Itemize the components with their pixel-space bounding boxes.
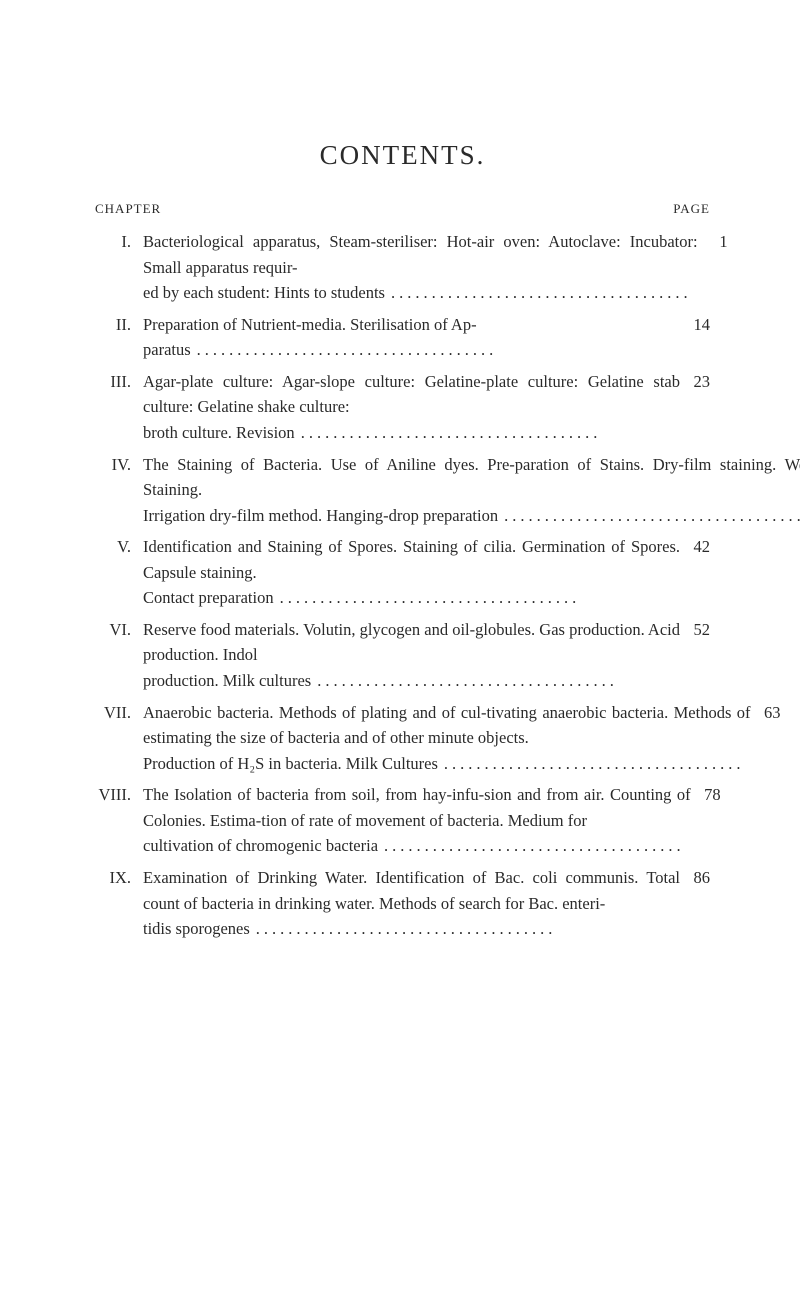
chapter-numeral: VII. <box>95 700 143 726</box>
chapter-numeral: V. <box>95 534 143 560</box>
page-number: 78 <box>691 782 721 808</box>
page-header-label: PAGE <box>673 201 710 217</box>
entry-content: The Staining of Bacteria. Use of Aniline… <box>143 452 800 529</box>
entry-text: Preparation of Nutrient-media. Sterilisa… <box>143 312 680 338</box>
page-number: 14 <box>680 312 710 338</box>
page-number: 23 <box>680 369 710 395</box>
leader-dots <box>311 668 680 694</box>
page-number: 1 <box>698 229 728 255</box>
chapter-numeral: II. <box>95 312 143 338</box>
entry-content: Identification and Staining of Spores. S… <box>143 534 680 611</box>
toc-entry: VI. Reserve food materials. Volutin, gly… <box>95 617 710 694</box>
toc-entry: VII. Anaerobic bacteria. Methods of plat… <box>95 700 710 777</box>
entry-last-line: tidis sporogenes <box>143 916 250 942</box>
leader-dots <box>274 585 680 611</box>
toc-entry: I. Bacteriological apparatus, Steam-ster… <box>95 229 710 306</box>
page-number: 63 <box>751 700 781 726</box>
entry-last-line: ed by each student: Hints to students <box>143 280 385 306</box>
toc-entry: IX. Examination of Drinking Water. Ident… <box>95 865 710 942</box>
entry-text: Identification and Staining of Spores. S… <box>143 534 680 585</box>
leader-dots <box>498 503 800 529</box>
chapter-header-label: CHAPTER <box>95 201 161 217</box>
leader-dots <box>191 337 680 363</box>
entry-text: Anaerobic bacteria. Methods of plating a… <box>143 700 751 751</box>
entry-text: Examination of Drinking Water. Identific… <box>143 865 680 916</box>
page-title: CONTENTS. <box>95 140 710 171</box>
entry-last-line: Irrigation dry-film method. Hanging-drop… <box>143 503 498 529</box>
toc-entry: V. Identification and Staining of Spores… <box>95 534 710 611</box>
entry-last-line: broth culture. Revision <box>143 420 295 446</box>
leader-dots <box>378 833 691 859</box>
chapter-numeral: IX. <box>95 865 143 891</box>
chapter-numeral: IV. <box>95 452 143 478</box>
chapter-numeral: I. <box>95 229 143 255</box>
page-number: 86 <box>680 865 710 891</box>
entry-text: Agar-plate culture: Agar-slope culture: … <box>143 369 680 420</box>
entry-content: Agar-plate culture: Agar-slope culture: … <box>143 369 680 446</box>
leader-dots <box>250 916 680 942</box>
entry-content: The Isolation of bacteria from soil, fro… <box>143 782 691 859</box>
page-number: 52 <box>680 617 710 643</box>
chapter-numeral: VI. <box>95 617 143 643</box>
toc-entry: VIII. The Isolation of bacteria from soi… <box>95 782 710 859</box>
entry-text: Reserve food materials. Volutin, glycoge… <box>143 617 680 668</box>
chapter-numeral: VIII. <box>95 782 143 808</box>
entry-content: Anaerobic bacteria. Methods of plating a… <box>143 700 751 777</box>
entry-text: Bacteriological apparatus, Steam-sterili… <box>143 229 698 280</box>
entry-last-line: Contact preparation <box>143 585 274 611</box>
entry-last-line: cultivation of chromogenic bacteria <box>143 833 378 859</box>
chapter-numeral: III. <box>95 369 143 395</box>
entry-last-line: Production of H₂S in bacteria. Milk Cult… <box>143 751 438 777</box>
toc-entry: II. Preparation of Nutrient-media. Steri… <box>95 312 710 363</box>
entry-content: Bacteriological apparatus, Steam-sterili… <box>143 229 698 306</box>
entry-text: The Isolation of bacteria from soil, fro… <box>143 782 691 833</box>
entry-content: Examination of Drinking Water. Identific… <box>143 865 680 942</box>
toc-header: CHAPTER PAGE <box>95 201 710 217</box>
entry-last-line: production. Milk cultures <box>143 668 311 694</box>
toc-entry: IV. The Staining of Bacteria. Use of Ani… <box>95 452 710 529</box>
entry-content: Reserve food materials. Volutin, glycoge… <box>143 617 680 694</box>
leader-dots <box>438 751 751 777</box>
entry-last-line: paratus <box>143 337 191 363</box>
page-number: 42 <box>680 534 710 560</box>
entry-text: The Staining of Bacteria. Use of Aniline… <box>143 452 800 503</box>
toc-entry: III. Agar-plate culture: Agar-slope cult… <box>95 369 710 446</box>
leader-dots <box>385 280 698 306</box>
entry-content: Preparation of Nutrient-media. Sterilisa… <box>143 312 680 363</box>
leader-dots <box>295 420 680 446</box>
